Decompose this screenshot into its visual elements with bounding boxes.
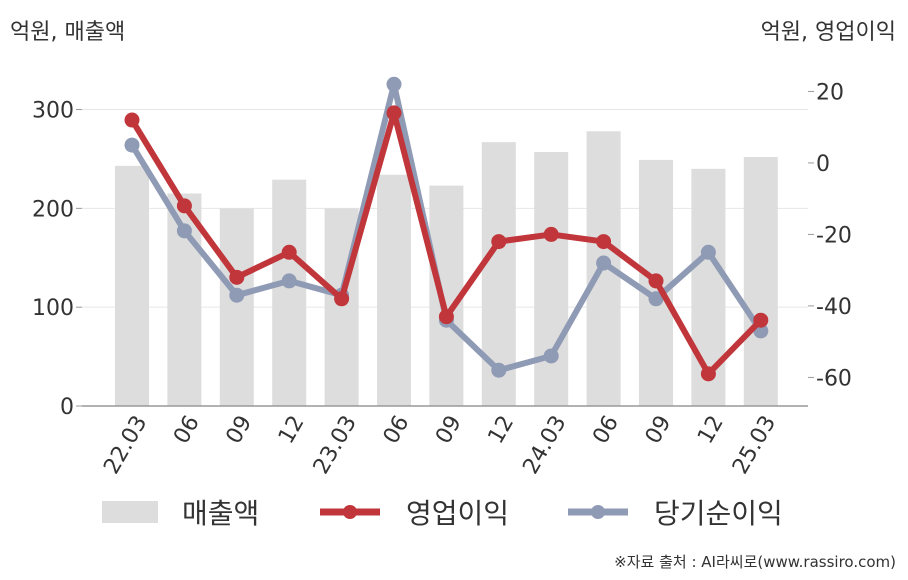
bar bbox=[743, 156, 778, 406]
data-point bbox=[386, 76, 402, 92]
data-point bbox=[596, 255, 612, 271]
legend-bar-swatch bbox=[102, 501, 158, 523]
right-axis-ticks: 20 0 -20 -40 -60 bbox=[808, 80, 852, 391]
data-point bbox=[700, 366, 716, 382]
legend-item-net-income: 당기순이익 bbox=[566, 492, 783, 532]
left-axis-unit: 억원, 매출액 bbox=[10, 20, 126, 45]
left-tick-label: 300 bbox=[32, 99, 74, 124]
data-point bbox=[281, 273, 297, 289]
right-tick-label: 20 bbox=[816, 80, 844, 105]
data-point bbox=[700, 244, 716, 260]
x-tick-label: 06 bbox=[588, 412, 624, 449]
right-tick-label: -60 bbox=[816, 366, 852, 391]
data-point bbox=[124, 137, 140, 153]
x-tick-label: 22.03 bbox=[99, 412, 152, 479]
legend-label: 영업이익 bbox=[406, 497, 510, 530]
bar bbox=[377, 174, 411, 406]
x-tick-label: 09 bbox=[431, 412, 467, 449]
data-point bbox=[596, 234, 612, 250]
data-point bbox=[281, 244, 297, 260]
revenue-bars bbox=[115, 131, 778, 407]
data-point bbox=[648, 291, 664, 307]
data-point bbox=[124, 112, 140, 128]
x-tick-label: 12 bbox=[484, 412, 520, 449]
right-tick-label: -20 bbox=[816, 223, 852, 248]
data-point bbox=[491, 234, 507, 250]
x-tick-label: 06 bbox=[169, 412, 205, 449]
x-tick-label: 12 bbox=[274, 412, 310, 449]
legend-line-swatch bbox=[568, 505, 628, 519]
bar bbox=[219, 208, 254, 406]
right-tick-label: -40 bbox=[816, 295, 852, 320]
left-tick-label: 200 bbox=[32, 197, 74, 222]
data-point bbox=[176, 223, 192, 239]
legend-label: 당기순이익 bbox=[654, 497, 783, 530]
data-point bbox=[229, 269, 245, 285]
data-point bbox=[386, 105, 402, 121]
source-note: ※자료 출처 : AI라씨로(www.rassiro.com) bbox=[614, 553, 896, 571]
data-point bbox=[334, 291, 350, 307]
x-tick-label: 12 bbox=[693, 412, 729, 449]
bar bbox=[534, 152, 569, 406]
right-tick-label: 0 bbox=[816, 152, 830, 177]
data-point bbox=[176, 198, 192, 214]
data-point bbox=[438, 309, 454, 325]
x-tick-label: 06 bbox=[379, 412, 415, 449]
x-tick-label: 09 bbox=[222, 412, 258, 449]
legend-line-swatch bbox=[320, 505, 380, 519]
bar bbox=[115, 165, 149, 406]
data-point bbox=[543, 226, 559, 242]
left-axis-ticks: 0 100 200 300 bbox=[32, 99, 82, 420]
x-tick-label: 23.03 bbox=[309, 412, 362, 479]
data-point bbox=[648, 273, 664, 289]
data-point bbox=[229, 287, 245, 303]
x-tick-label: 24.03 bbox=[518, 412, 571, 479]
legend-item-revenue: 매출액 bbox=[102, 492, 259, 532]
left-tick-label: 100 bbox=[32, 296, 74, 321]
legend-item-operating-profit: 영업이익 bbox=[318, 492, 509, 532]
data-point bbox=[753, 312, 769, 328]
profit-lines bbox=[124, 76, 769, 382]
data-point bbox=[491, 362, 507, 378]
right-axis-unit: 억원, 영업이익 bbox=[760, 20, 896, 45]
x-tick-label: 09 bbox=[641, 412, 677, 449]
data-point bbox=[543, 348, 559, 364]
left-tick-label: 0 bbox=[60, 395, 74, 420]
legend-label: 매출액 bbox=[182, 497, 260, 530]
x-tick-label: 25.03 bbox=[728, 412, 781, 479]
bar bbox=[272, 179, 307, 406]
x-axis-ticks: 22.03 06 09 12 23.03 06 09 12 24.03 06 09 12 25.03 bbox=[99, 412, 781, 479]
